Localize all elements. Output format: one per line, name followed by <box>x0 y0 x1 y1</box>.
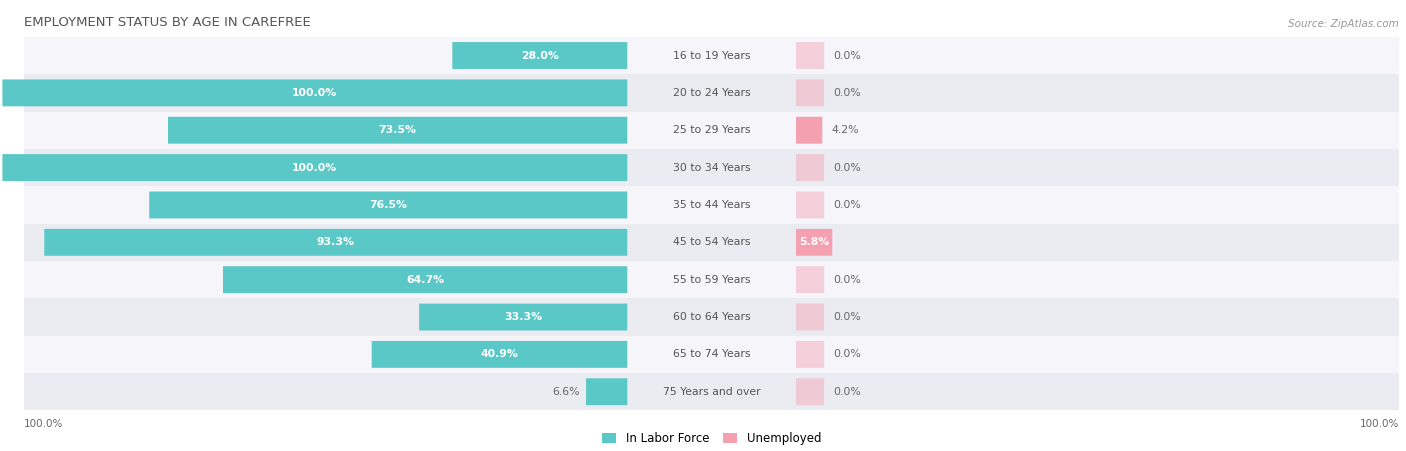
FancyBboxPatch shape <box>3 79 627 106</box>
Text: 0.0%: 0.0% <box>834 387 862 397</box>
Text: 33.3%: 33.3% <box>505 312 543 322</box>
FancyBboxPatch shape <box>796 304 824 331</box>
Text: 0.0%: 0.0% <box>834 163 862 173</box>
Legend: In Labor Force, Unemployed: In Labor Force, Unemployed <box>599 428 825 449</box>
FancyBboxPatch shape <box>3 154 627 181</box>
FancyBboxPatch shape <box>149 192 627 218</box>
Text: 73.5%: 73.5% <box>378 125 416 135</box>
Text: 100.0%: 100.0% <box>292 88 337 98</box>
Text: 35 to 44 Years: 35 to 44 Years <box>673 200 751 210</box>
Text: 0.0%: 0.0% <box>834 275 862 285</box>
Text: 4.2%: 4.2% <box>831 125 859 135</box>
Text: 28.0%: 28.0% <box>520 51 558 60</box>
Text: 0.0%: 0.0% <box>834 350 862 359</box>
FancyBboxPatch shape <box>796 378 824 405</box>
Text: 100.0%: 100.0% <box>292 163 337 173</box>
Bar <box>24 111 1399 149</box>
FancyBboxPatch shape <box>796 154 824 181</box>
Text: 40.9%: 40.9% <box>481 350 519 359</box>
Text: 76.5%: 76.5% <box>370 200 408 210</box>
Bar <box>24 149 1399 186</box>
FancyBboxPatch shape <box>796 117 823 144</box>
Text: 25 to 29 Years: 25 to 29 Years <box>673 125 751 135</box>
Text: 55 to 59 Years: 55 to 59 Years <box>673 275 751 285</box>
FancyBboxPatch shape <box>167 117 627 144</box>
Bar <box>24 299 1399 336</box>
FancyBboxPatch shape <box>224 266 627 293</box>
Text: 65 to 74 Years: 65 to 74 Years <box>673 350 751 359</box>
Text: 45 to 54 Years: 45 to 54 Years <box>673 237 751 247</box>
FancyBboxPatch shape <box>419 304 627 331</box>
Text: 0.0%: 0.0% <box>834 51 862 60</box>
Text: 93.3%: 93.3% <box>316 237 354 247</box>
FancyBboxPatch shape <box>796 79 824 106</box>
FancyBboxPatch shape <box>796 229 832 256</box>
FancyBboxPatch shape <box>371 341 627 368</box>
Text: Source: ZipAtlas.com: Source: ZipAtlas.com <box>1288 19 1399 29</box>
Bar <box>24 74 1399 111</box>
FancyBboxPatch shape <box>44 229 627 256</box>
FancyBboxPatch shape <box>796 341 824 368</box>
Text: 75 Years and over: 75 Years and over <box>662 387 761 397</box>
FancyBboxPatch shape <box>796 42 824 69</box>
Bar <box>24 373 1399 410</box>
Text: 20 to 24 Years: 20 to 24 Years <box>673 88 751 98</box>
Text: 16 to 19 Years: 16 to 19 Years <box>673 51 751 60</box>
Text: 0.0%: 0.0% <box>834 88 862 98</box>
Bar <box>24 186 1399 224</box>
Text: 0.0%: 0.0% <box>834 200 862 210</box>
Text: 64.7%: 64.7% <box>406 275 444 285</box>
Text: 100.0%: 100.0% <box>1360 419 1399 428</box>
FancyBboxPatch shape <box>796 192 824 218</box>
FancyBboxPatch shape <box>586 378 627 405</box>
Text: 0.0%: 0.0% <box>834 312 862 322</box>
Bar <box>24 224 1399 261</box>
Text: 30 to 34 Years: 30 to 34 Years <box>673 163 751 173</box>
FancyBboxPatch shape <box>796 266 824 293</box>
FancyBboxPatch shape <box>453 42 627 69</box>
Text: 100.0%: 100.0% <box>24 419 63 428</box>
Bar <box>24 261 1399 299</box>
Text: 60 to 64 Years: 60 to 64 Years <box>673 312 751 322</box>
Bar <box>24 37 1399 74</box>
Text: 6.6%: 6.6% <box>553 387 579 397</box>
Text: 5.8%: 5.8% <box>799 237 830 247</box>
Text: EMPLOYMENT STATUS BY AGE IN CAREFREE: EMPLOYMENT STATUS BY AGE IN CAREFREE <box>24 16 311 29</box>
Bar <box>24 336 1399 373</box>
